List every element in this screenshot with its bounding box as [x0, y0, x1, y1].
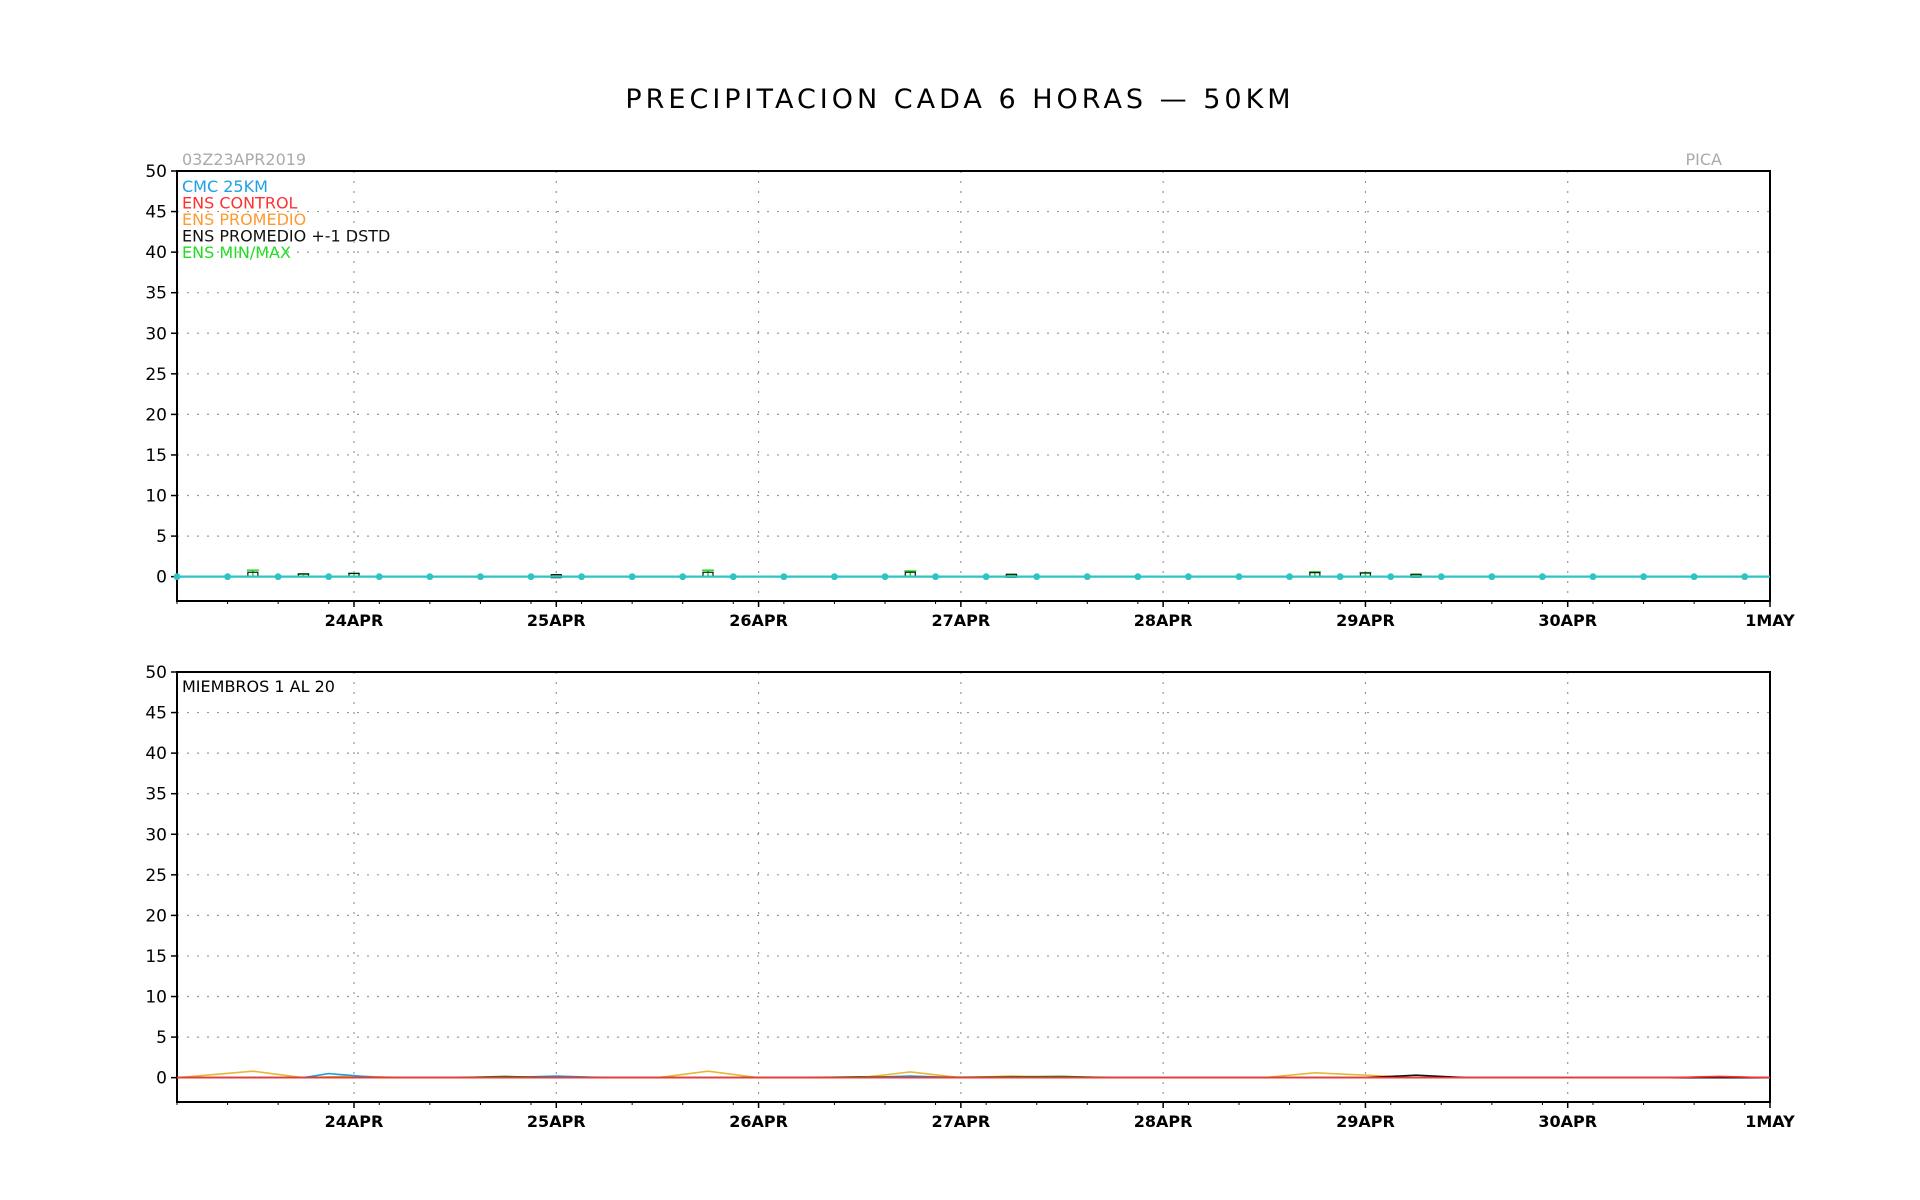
y-tick-label: 50: [145, 663, 167, 683]
x-tick-label: 27APR: [932, 611, 991, 630]
cmc-point: [375, 573, 383, 581]
x-tick-label: 26APR: [729, 1112, 788, 1131]
y-tick-label: 25: [145, 866, 167, 886]
y-tick-label: 10: [145, 487, 167, 507]
y-tick-label: 45: [145, 203, 167, 223]
bottom-panel: 0 5 10 15 20 25 30 35 40 45 50 24APR 25APR 26APR 27APR…: [145, 663, 1795, 1131]
cmc-point: [1387, 573, 1395, 581]
cmc-point: [173, 573, 181, 581]
y-tick-label: 0: [156, 568, 167, 588]
x-tick-label: 26APR: [729, 611, 788, 630]
station-label: PICA: [1686, 150, 1723, 169]
y-tick-label: 45: [145, 704, 167, 724]
y-tick-label: 25: [145, 365, 167, 385]
x-tick-label: 28APR: [1134, 1112, 1193, 1131]
x-tick-label: 28APR: [1134, 611, 1193, 630]
x-tick-label: 29APR: [1336, 611, 1395, 630]
cmc-point: [831, 573, 838, 581]
y-tick-label: 15: [145, 446, 167, 466]
cmc-point: [1134, 573, 1142, 581]
y-tick-label: 30: [145, 825, 167, 845]
cmc-point: [932, 573, 939, 581]
cmc-point: [426, 573, 434, 581]
cmc-point: [1539, 573, 1546, 581]
plot-frame: [176, 671, 1771, 1103]
cmc-point: [1741, 573, 1749, 581]
top-panel: 0 5 10 15 20 25 30 35 40 45 50 24APR 25APR 26APR 27APR…: [145, 162, 1795, 630]
cmc-point: [1488, 573, 1496, 581]
legend-entry-control: ENS CONTROL: [182, 194, 298, 213]
cmc-point: [780, 573, 788, 581]
legend-entry-cmc: CMC 25KM: [182, 177, 268, 196]
x-tick-label: 24APR: [325, 1112, 384, 1131]
y-tick-label: 30: [145, 324, 167, 344]
cmc-point: [1589, 573, 1597, 581]
cmc-point: [1286, 573, 1293, 581]
x-tick-label: 24APR: [325, 611, 384, 630]
y-tick-label: 35: [145, 785, 167, 805]
x-tick-label: 25APR: [527, 1112, 586, 1131]
legend-entry-promedio: ENS PROMEDIO: [182, 210, 306, 229]
y-tick-label: 20: [145, 906, 167, 926]
cmc-point: [1185, 573, 1192, 581]
x-tick-label: 30APR: [1538, 1112, 1597, 1131]
cmc-point: [325, 573, 333, 581]
cmc-point: [1640, 573, 1647, 581]
members-label: MIEMBROS 1 AL 20: [182, 677, 335, 696]
y-tick-label: 0: [156, 1069, 167, 1089]
x-tick-label: 29APR: [1336, 1112, 1395, 1131]
cmc-point: [527, 573, 535, 581]
y-tick-label: 40: [145, 243, 167, 263]
cmc-point: [628, 573, 636, 581]
cmc-point: [224, 573, 231, 581]
x-tick-label: 25APR: [527, 611, 586, 630]
y-tick-label: 15: [145, 947, 167, 967]
cmc-point: [1235, 573, 1243, 581]
chart-title: PRECIPITACION CADA 6 HORAS — 50KM: [625, 84, 1294, 115]
x-tick-label: 27APR: [932, 1112, 991, 1131]
plot-frame: [176, 170, 1771, 602]
legend-entry-minmax: ENS MIN/MAX: [182, 243, 291, 262]
x-tick-label: 1MAY: [1745, 1112, 1795, 1131]
cmc-point: [729, 573, 737, 581]
x-tick-label: 1MAY: [1745, 611, 1795, 630]
y-tick-label: 5: [156, 527, 167, 547]
member-series-5: [177, 1075, 1771, 1079]
x-tick-label: 30APR: [1538, 611, 1597, 630]
legend-entry-dstd: ENS PROMEDIO +-1 DSTD: [182, 227, 390, 246]
y-tick-label: 40: [145, 744, 167, 764]
y-tick-label: 20: [145, 405, 167, 425]
cmc-point: [1690, 573, 1698, 581]
cmc-point: [274, 573, 282, 581]
y-tick-label: 10: [145, 988, 167, 1008]
cmc-point: [1336, 573, 1344, 581]
run-label: 03Z23APR2019: [182, 150, 306, 169]
cmc-point: [477, 573, 484, 581]
cmc-point: [1437, 573, 1445, 581]
cmc-point: [578, 573, 585, 581]
cmc-point: [881, 573, 889, 581]
cmc-point: [1083, 573, 1091, 581]
y-tick-label: 50: [145, 162, 167, 182]
cmc-point: [982, 573, 990, 581]
y-tick-label: 5: [156, 1028, 167, 1048]
cmc-point: [679, 573, 687, 581]
cmc-point: [1033, 573, 1041, 581]
member-series-2: [177, 1072, 1770, 1079]
y-tick-label: 35: [145, 284, 167, 304]
